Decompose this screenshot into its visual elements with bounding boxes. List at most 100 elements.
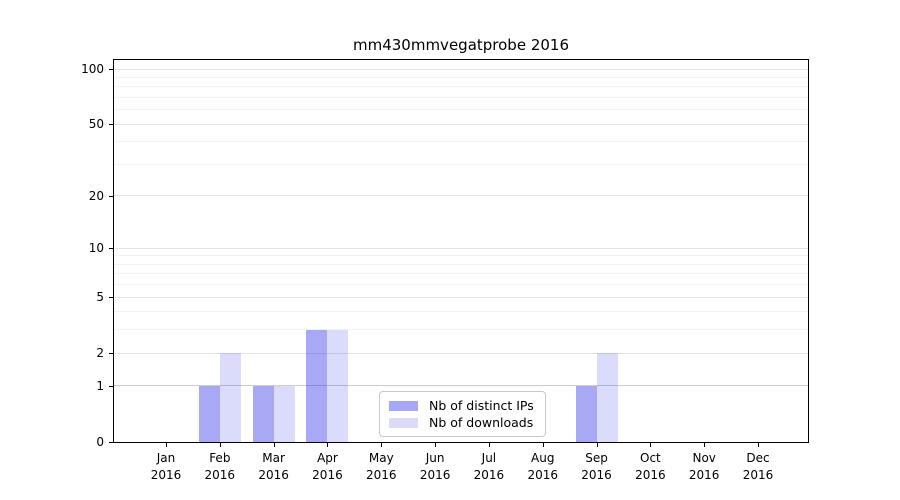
plot-area xyxy=(113,59,809,443)
year-label: 2016 xyxy=(473,468,505,482)
chart-title: mm430mmvegatprobe 2016 xyxy=(352,36,569,54)
legend-item-distinct-ips: Nb of distinct IPs xyxy=(389,398,536,413)
x-tick-mark xyxy=(650,443,652,447)
bar-downloads xyxy=(273,385,295,442)
year-label: 2016 xyxy=(581,468,612,482)
bar-downloads xyxy=(327,329,349,442)
bar-distinct-ips xyxy=(575,385,597,442)
x-tick-mark xyxy=(381,443,383,447)
month-label: Oct xyxy=(640,451,661,465)
month-label: Jan xyxy=(156,451,176,465)
y-tick-label: 0 xyxy=(96,435,104,449)
y-tick-mark xyxy=(109,69,113,70)
x-tick-label: Sep 2016 xyxy=(570,450,624,484)
year-label: 2016 xyxy=(527,468,558,482)
month-label: Sep xyxy=(585,451,608,465)
x-tick-mark xyxy=(758,443,760,447)
bar-distinct-ips xyxy=(198,385,220,442)
year-label: 2016 xyxy=(688,468,720,482)
year-label: 2016 xyxy=(150,468,182,482)
major-gridline xyxy=(114,297,808,298)
y-tick-mark xyxy=(109,385,113,387)
y-tick-mark xyxy=(109,353,113,355)
minor-gridline xyxy=(114,329,808,330)
y-tick-mark xyxy=(109,248,113,250)
year-label: 2016 xyxy=(258,468,289,482)
x-tick-mark xyxy=(435,443,437,447)
distinct-ips-swatch-icon xyxy=(389,400,418,411)
year-label: 2016 xyxy=(204,468,236,482)
major-gridline xyxy=(114,195,808,196)
minor-gridline xyxy=(114,164,808,165)
x-tick-label: Jan 2016 xyxy=(139,450,193,484)
minor-gridline xyxy=(114,311,808,312)
y-tick-label: 1 xyxy=(96,378,104,393)
x-tick-label: Dec 2016 xyxy=(731,450,785,484)
month-label: Dec xyxy=(746,451,770,465)
y-tick-label: 10 xyxy=(88,241,104,256)
x-tick-label: Feb 2016 xyxy=(193,450,247,484)
month-label: Jun xyxy=(425,451,445,465)
x-tick-label: Apr 2016 xyxy=(300,450,354,484)
minor-gridline xyxy=(114,77,808,78)
downloads-swatch-icon xyxy=(389,417,418,428)
legend-label: Nb of distinct IPs xyxy=(429,398,534,413)
year-label: 2016 xyxy=(365,468,397,482)
x-tick-mark xyxy=(542,443,544,447)
y-tick-mark xyxy=(109,442,113,443)
major-gridline xyxy=(114,248,808,249)
major-gridline xyxy=(114,69,808,70)
minor-gridline xyxy=(114,264,808,265)
minor-gridline xyxy=(114,141,808,142)
year-label: 2016 xyxy=(742,468,774,482)
bar-downloads xyxy=(596,353,618,442)
year-label: 2016 xyxy=(312,468,343,482)
x-tick-mark xyxy=(219,443,221,447)
legend-item-downloads: Nb of downloads xyxy=(389,415,536,430)
month-label: Mar xyxy=(262,451,285,465)
x-tick-mark xyxy=(327,443,329,447)
year-label: 2016 xyxy=(419,468,451,482)
minor-gridline xyxy=(114,284,808,285)
bar-distinct-ips xyxy=(252,385,274,442)
minor-gridline xyxy=(114,273,808,274)
y-tick-mark xyxy=(109,297,113,299)
major-gridline xyxy=(114,385,808,386)
y-tick-mark xyxy=(109,195,113,197)
minor-gridline xyxy=(114,86,808,87)
minor-gridline xyxy=(114,255,808,256)
x-tick-label: Oct 2016 xyxy=(623,450,677,484)
x-tick-mark xyxy=(273,443,275,447)
minor-gridline xyxy=(114,109,808,110)
x-tick-mark xyxy=(488,443,490,447)
x-tick-label: Jul 2016 xyxy=(462,450,516,484)
x-tick-mark xyxy=(704,443,706,447)
x-tick-label: Nov 2016 xyxy=(677,450,731,484)
x-tick-label: May 2016 xyxy=(354,450,408,484)
major-gridline xyxy=(114,124,808,125)
month-label: Jul xyxy=(481,451,497,465)
major-gridline xyxy=(114,353,808,354)
x-tick-label: Aug 2016 xyxy=(516,450,570,484)
bar-downloads xyxy=(219,353,241,442)
x-tick-mark xyxy=(166,443,167,447)
y-tick-label: 100 xyxy=(81,62,104,76)
y-tick-label: 50 xyxy=(88,117,104,132)
x-tick-mark xyxy=(596,443,598,447)
legend-label: Nb of downloads xyxy=(429,415,534,430)
y-tick-label: 20 xyxy=(88,188,104,203)
month-label: Aug xyxy=(531,451,555,465)
month-label: Nov xyxy=(692,451,716,465)
y-tick-label: 5 xyxy=(96,290,104,305)
x-tick-label: Mar 2016 xyxy=(247,450,301,484)
month-label: Feb xyxy=(209,451,231,465)
minor-gridline xyxy=(114,97,808,98)
y-tick-label: 2 xyxy=(96,346,104,361)
legend: Nb of distinct IPs Nb of downloads xyxy=(379,391,546,437)
year-label: 2016 xyxy=(635,468,666,482)
y-tick-mark xyxy=(109,124,113,126)
month-label: May xyxy=(368,451,394,465)
x-tick-label: Jun 2016 xyxy=(408,450,462,484)
month-label: Apr xyxy=(317,451,338,465)
